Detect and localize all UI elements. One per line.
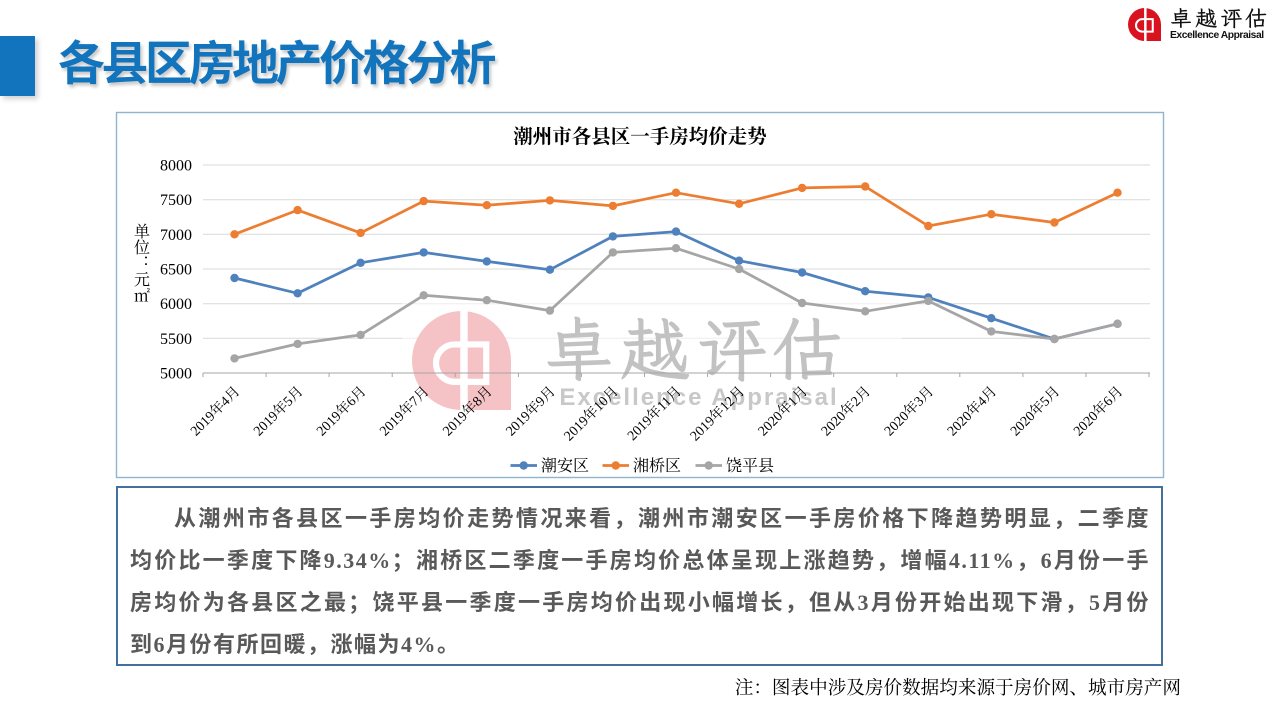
- svg-text:潮州市各县区一手房均价走势: 潮州市各县区一手房均价走势: [513, 125, 767, 148]
- svg-text:Excellence Appraisal: Excellence Appraisal: [559, 384, 838, 411]
- svg-text:5000: 5000: [160, 366, 192, 383]
- svg-text:6500: 6500: [160, 262, 192, 279]
- svg-text:8000: 8000: [160, 158, 192, 175]
- svg-text:卓越评估: 卓越评估: [544, 302, 848, 394]
- svg-text:6000: 6000: [160, 296, 192, 313]
- svg-text:饶平县: 饶平县: [726, 456, 774, 475]
- svg-text:单位：元㎡: 单位：元㎡: [132, 223, 150, 303]
- svg-text:7500: 7500: [160, 192, 192, 209]
- svg-text:7000: 7000: [160, 227, 192, 244]
- svg-text:5500: 5500: [160, 331, 192, 348]
- svg-text:潮安区: 潮安区: [541, 457, 589, 475]
- svg-text:湘桥区: 湘桥区: [633, 457, 681, 475]
